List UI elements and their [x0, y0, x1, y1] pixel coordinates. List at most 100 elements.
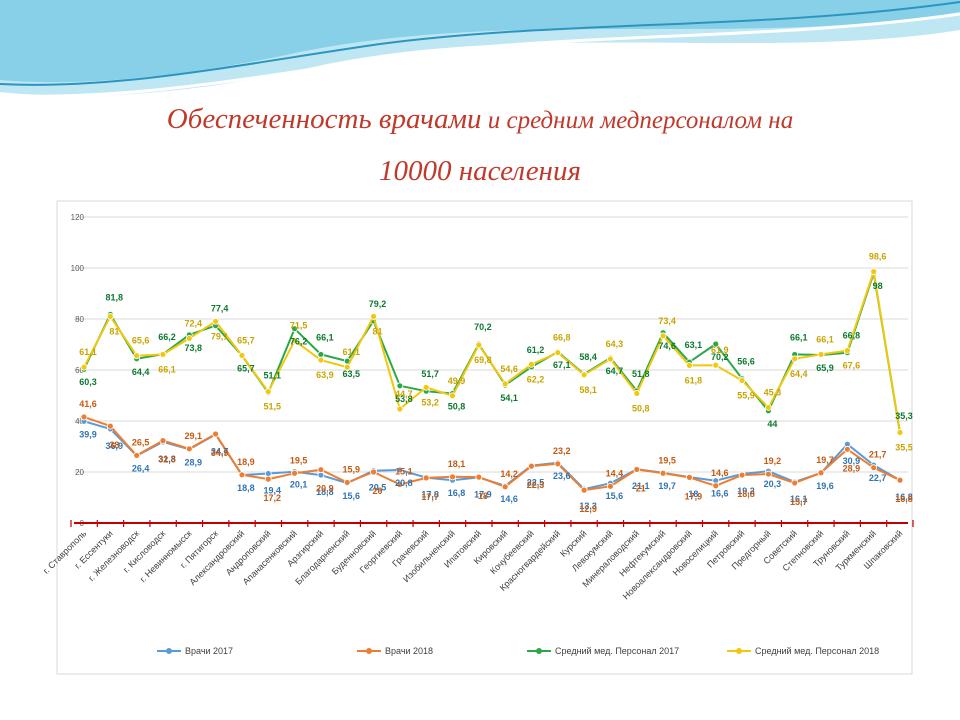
- data-point: [80, 413, 88, 421]
- data-label: 61,8: [685, 375, 703, 385]
- data-label: 23,6: [553, 471, 571, 481]
- data-label: 34,7: [211, 447, 229, 457]
- data-point: [370, 313, 377, 320]
- data-label: 26,4: [132, 464, 150, 474]
- data-label: 77,4: [211, 304, 229, 314]
- title-part-nurses: и средним медперсоналом на: [481, 107, 794, 134]
- data-label: 22,5: [527, 478, 545, 488]
- data-label: 50,8: [632, 403, 650, 413]
- data-point: [870, 464, 878, 472]
- data-point: [212, 317, 220, 325]
- data-point: [185, 445, 193, 453]
- data-point: [396, 405, 404, 413]
- data-label: 17,2: [263, 493, 281, 503]
- data-point: [870, 268, 878, 275]
- data-label: 17,8: [421, 490, 439, 500]
- data-point: [659, 469, 667, 477]
- data-label: 14,6: [711, 468, 729, 478]
- title-part-doctors: Обеспеченность врачами: [166, 103, 482, 135]
- series-line: [83, 270, 901, 433]
- data-label: 20,3: [764, 479, 782, 489]
- wave-white: [0, 12, 960, 98]
- data-point: [396, 382, 404, 390]
- data-label: 21: [636, 483, 646, 493]
- data-label: 53,8: [395, 394, 413, 404]
- data-label: 61,1: [342, 347, 360, 357]
- data-label: 62,2: [527, 374, 545, 384]
- data-label: 64,7: [606, 366, 624, 376]
- data-label: 98,6: [869, 252, 887, 262]
- data-label: 51,8: [632, 369, 650, 379]
- y-tick-label: 80: [75, 315, 84, 324]
- data-label: 18: [478, 491, 488, 501]
- data-label: 23,2: [553, 446, 571, 456]
- data-point: [449, 473, 456, 481]
- data-label: 51,1: [263, 371, 281, 381]
- data-label: 66,8: [843, 331, 861, 341]
- data-point: [133, 452, 141, 459]
- data-point: [212, 430, 220, 438]
- data-label: 18,8: [737, 489, 755, 499]
- data-point: [686, 473, 693, 481]
- y-tick-label: 60: [75, 366, 84, 375]
- legend-marker: [366, 648, 372, 654]
- data-point: [343, 479, 351, 486]
- data-label: 39,9: [79, 429, 97, 439]
- data-label: 16,8: [895, 492, 913, 502]
- data-labels: 39,9 36,9 26,4 31,8 28,9 34,7 18,8 19,4 20,1 18,8…: [79, 252, 913, 515]
- data-label: 51,5: [263, 402, 281, 412]
- data-label: 28,9: [185, 457, 203, 467]
- data-point: [764, 470, 772, 478]
- y-tick-label: 40: [75, 417, 84, 426]
- data-label: 32,3: [158, 455, 176, 465]
- data-point: [501, 380, 509, 388]
- data-label: 20,5: [369, 483, 387, 493]
- data-point: [238, 471, 246, 479]
- header-wave-decoration: [0, 0, 960, 98]
- data-point: [185, 334, 193, 342]
- data-label: 65,9: [816, 363, 834, 373]
- data-point: [817, 469, 825, 477]
- data-point: [528, 462, 535, 470]
- data-label: 28,9: [843, 463, 861, 473]
- data-label: 69,8: [474, 355, 492, 365]
- data-label: 56,6: [737, 357, 755, 367]
- data-label: 12,9: [579, 504, 597, 514]
- data-point: [738, 471, 746, 479]
- data-label: 81: [373, 326, 383, 336]
- data-point: [343, 363, 351, 371]
- data-point: [396, 481, 404, 488]
- data-label: 38: [109, 440, 119, 450]
- data-label: 19,2: [737, 486, 755, 496]
- data-point: [159, 351, 167, 358]
- legend-marker: [166, 648, 172, 654]
- data-label: 35,5: [895, 442, 913, 452]
- data-label: 19,4: [263, 486, 281, 496]
- data-point: [422, 383, 430, 391]
- data-label: 67,6: [843, 361, 861, 371]
- data-point: [106, 422, 114, 430]
- data-label: 18,8: [237, 483, 255, 493]
- data-point: [317, 466, 325, 474]
- data-label: 18,1: [448, 459, 466, 469]
- data-label: 61,2: [527, 345, 545, 355]
- legend-label: Средний мед. Персонал 2018: [755, 646, 879, 656]
- data-point: [607, 482, 614, 490]
- data-label: 67,1: [553, 360, 571, 370]
- data-point: [238, 352, 246, 359]
- y-tick-label: 120: [71, 213, 85, 222]
- data-label: 44: [767, 419, 777, 429]
- data-point: [896, 429, 904, 436]
- chart-frame: [56, 200, 913, 675]
- data-label: 64,4: [790, 369, 808, 379]
- data-label: 66,1: [316, 332, 334, 342]
- data-point: [291, 325, 298, 333]
- data-label: 58,4: [579, 352, 597, 362]
- data-point: [554, 460, 562, 468]
- data-label: 54,6: [500, 364, 518, 374]
- data-label: 17,7: [421, 492, 439, 502]
- series-lines: [80, 268, 904, 494]
- data-label: 15,1: [395, 466, 413, 476]
- data-label: 66,8: [553, 333, 571, 343]
- data-label: 18,8: [316, 487, 334, 497]
